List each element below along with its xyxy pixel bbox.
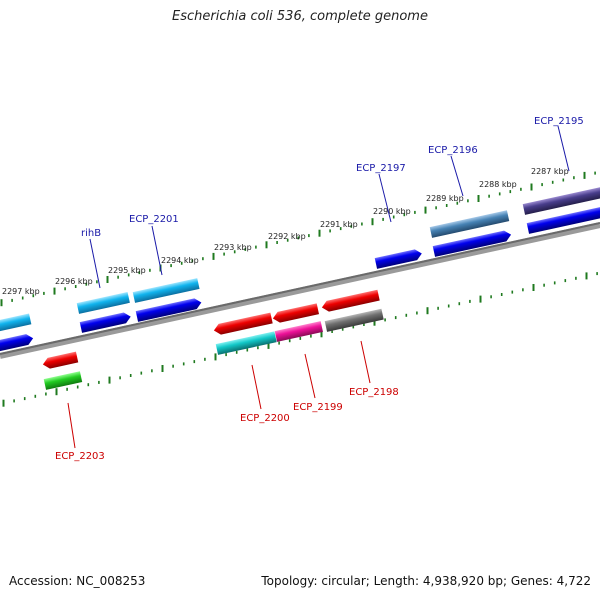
gene-label-ecp2196[interactable]: ECP_2196: [428, 145, 478, 156]
label-leader-line: [450, 155, 464, 197]
gene-label-rihb[interactable]: rihB: [81, 228, 101, 239]
scale-label-2296: 2296 kbp: [55, 277, 93, 286]
scale-label-2291: 2291 kbp: [320, 220, 358, 229]
scale-labels: 2287 kbp 2288 kbp 2289 kbp 2290 kbp 2291…: [2, 167, 569, 296]
gene-feature-purple-ecp2195[interactable]: [522, 186, 600, 215]
reverse-features: [42, 289, 384, 390]
label-leader-line: [557, 125, 570, 172]
label-leader-line: [89, 238, 101, 289]
gene-label-ecp2198[interactable]: ECP_2198: [349, 387, 399, 398]
scale-label-2292: 2292 kbp: [268, 232, 306, 241]
gene-label-ecp2199[interactable]: ECP_2199: [293, 402, 343, 413]
scale-label-2294: 2294 kbp: [161, 256, 199, 265]
gene-feature-gray[interactable]: [324, 308, 384, 332]
scale-label-2288: 2288 kbp: [479, 180, 517, 189]
gene-feature-teal[interactable]: [215, 331, 277, 355]
forward-gene-labels: ECP_2195 ECP_2196 ECP_2197 ECP_2201 rihB: [81, 116, 584, 289]
gene-feature-green[interactable]: [43, 371, 83, 390]
genome-summary-text: Topology: circular; Length: 4,938,920 bp…: [261, 574, 591, 588]
genome-backbone-edge: [0, 222, 600, 355]
scale-track-forward: [0, 171, 596, 307]
gene-arrow-blue[interactable]: [135, 297, 203, 322]
gene-feature-pink[interactable]: [274, 321, 323, 342]
gene-label-ecp2195[interactable]: ECP_2195: [534, 116, 584, 127]
gene-arrow-blue[interactable]: [79, 311, 132, 333]
scale-label-2297: 2297 kbp: [2, 287, 40, 296]
label-leader-line: [360, 340, 371, 384]
gene-feature-cyan[interactable]: [0, 313, 32, 333]
gene-label-ecp2200[interactable]: ECP_2200: [240, 413, 290, 424]
map-title: Escherichia coli 536, complete genome: [172, 9, 428, 24]
scale-label-2295: 2295 kbp: [108, 266, 146, 275]
label-leader-line: [251, 364, 262, 410]
reverse-gene-labels: ECP_2198 ECP_2199 ECP_2200 ECP_2203: [55, 340, 399, 462]
gene-label-ecp2203[interactable]: ECP_2203: [55, 451, 105, 462]
forward-features: [0, 186, 600, 353]
scale-label-2293: 2293 kbp: [214, 243, 252, 252]
gene-arrow-red-ecp2203[interactable]: [42, 351, 79, 370]
gene-arrow-red-ecp2199[interactable]: [272, 303, 320, 324]
gene-arrow-red-ecp2198[interactable]: [321, 289, 380, 313]
gene-label-ecp2197[interactable]: ECP_2197: [356, 163, 406, 174]
label-leader-line: [67, 402, 76, 449]
scale-label-2287: 2287 kbp: [531, 167, 569, 176]
gene-feature-steel-ecp2196[interactable]: [429, 210, 510, 238]
gene-label-ecp2201[interactable]: ECP_2201: [129, 214, 179, 225]
gene-feature-cyan-ecp2201[interactable]: [132, 278, 200, 303]
label-leader-line: [304, 353, 316, 399]
gene-arrow-blue[interactable]: [526, 206, 600, 234]
genome-backbone: [0, 222, 600, 359]
accession-text: Accession: NC_008253: [9, 574, 146, 588]
scale-label-2290: 2290 kbp: [373, 207, 411, 216]
gene-arrow-blue-ecp2197[interactable]: [374, 248, 423, 269]
scale-label-2289: 2289 kbp: [426, 194, 464, 203]
gene-arrow-blue[interactable]: [432, 229, 513, 257]
gene-arrow-blue[interactable]: [0, 333, 34, 353]
label-leader-line: [378, 173, 392, 223]
gene-feature-cyan-rihb[interactable]: [76, 292, 130, 314]
gene-arrow-red-ecp2200[interactable]: [213, 312, 273, 336]
label-leader-line: [151, 225, 163, 276]
